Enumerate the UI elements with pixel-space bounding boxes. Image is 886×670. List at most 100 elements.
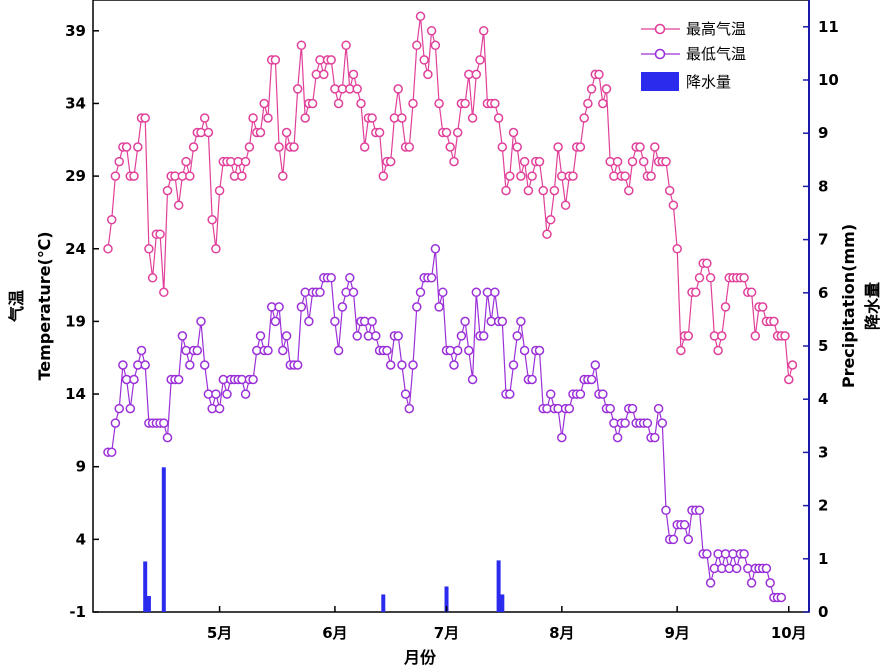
max-temperature-point [460,98,470,109]
max-temperature-point [702,258,712,269]
min-temperature-point [192,345,203,356]
max-temperature-point [538,185,548,196]
max-temperature-point [185,171,195,181]
max-temperature-point [508,127,519,138]
min-temperature-point [412,302,422,312]
max-temperature-point [110,171,121,181]
left-tick-label: 29 [65,167,86,185]
right-tick-label: 7 [818,231,828,249]
max-temperature-point [281,127,292,138]
min-temperature-point [129,374,139,385]
max-temperature-point [199,113,210,123]
max-temperature-point [367,113,377,123]
min-temperature-point [278,345,288,356]
max-temperature-point [103,244,113,254]
max-temperature-point [144,244,154,254]
max-temperature-point [512,142,522,152]
max-temperature-point [705,273,716,283]
min-temperature-point [702,549,712,559]
right-tick-label: 10 [818,71,839,89]
min-temperature-point [620,418,630,428]
min-temperature-point [140,360,150,370]
max-temperature-point [114,156,124,167]
x-tick-label: 7月 [434,624,459,642]
right-tick-label: 6 [818,284,828,302]
max-temperature-point [296,40,307,51]
right-tick-label: 9 [818,124,828,142]
min-temperature-point [274,302,284,312]
min-temperature-point [683,534,694,545]
max-temperature-point [274,142,284,152]
precipitation-bar [381,594,386,612]
min-temperature-point [397,360,407,370]
left-y-axis-title: Temperature(℃) 气温 [7,231,54,380]
min-temperature-point [534,345,545,356]
min-temperature-point [404,403,415,414]
max-temperature-point [244,142,255,152]
x-tick-label: 9月 [664,624,689,642]
min-temperature-point [326,273,336,283]
min-temperature-point [605,403,615,414]
min-temperature-point [564,403,575,414]
max-temperature-point [493,113,504,123]
min-temperature-point [434,302,444,312]
min-temperature-point [371,331,381,341]
min-temperature-point [110,418,121,428]
max-temperature-line [107,16,794,380]
max-temperature-point [717,331,727,341]
max-temperature-point [333,98,344,109]
min-temperature-point [211,389,221,399]
min-temperature-point [508,360,519,370]
max-temperature-point [490,98,500,109]
max-temperature-point [147,273,158,283]
max-temperature-point [356,98,366,109]
min-temperature-point [415,287,426,298]
max-temperature-point [583,98,593,109]
left-tick-label: 39 [65,22,86,40]
legend-label-precip: 降水量 [686,73,731,91]
max-temperature-point [664,185,675,196]
min-temperature-point [519,345,530,356]
max-temperature-point [378,171,389,181]
right-tick-label: 1 [818,550,828,568]
min-temperature-point [292,360,303,370]
max-temperature-point [560,200,571,210]
min-temperature-point [471,287,482,298]
max-temperature-point [203,127,214,138]
max-temperature-point [746,287,757,298]
max-temperature-point [248,113,258,123]
min-temperature-point [426,273,437,283]
x-axis-title: 月份 [403,648,437,667]
max-temperature-point [140,113,150,123]
max-temperature-point [255,127,266,138]
min-temperature-point [400,389,411,399]
left-y-axis-title-cn: 气温 [7,290,26,323]
precipitation-bar [146,596,151,612]
max-temperature-point [668,200,679,210]
min-temperature-point [545,389,556,399]
max-temperature-point [352,84,362,94]
right-tick-label: 11 [818,18,839,36]
legend-label-max: 最高气温 [686,20,746,38]
precipitation-bar [143,561,148,612]
max-temperature-point [586,84,597,94]
max-temperature-point [638,156,649,167]
min-temperature-point [679,520,690,530]
max-temperature-point [471,69,482,80]
min-temperature-point [694,505,705,516]
max-temperature-point [505,171,515,181]
plot-frame [92,0,810,613]
max-temperature-point [713,345,723,356]
legend-item-max: 最高气温 [641,20,746,38]
max-temperature-point [214,185,225,196]
min-temperature-point [586,374,597,385]
max-temperature-point [207,214,217,225]
max-temperature-point [289,142,299,152]
max-temperature-point [326,55,336,65]
min-temperature-point [162,432,173,443]
min-temperature-point [348,287,359,298]
max-temperature-point [650,142,660,152]
max-temperature-point [579,113,589,123]
max-temperature-point [300,113,310,123]
